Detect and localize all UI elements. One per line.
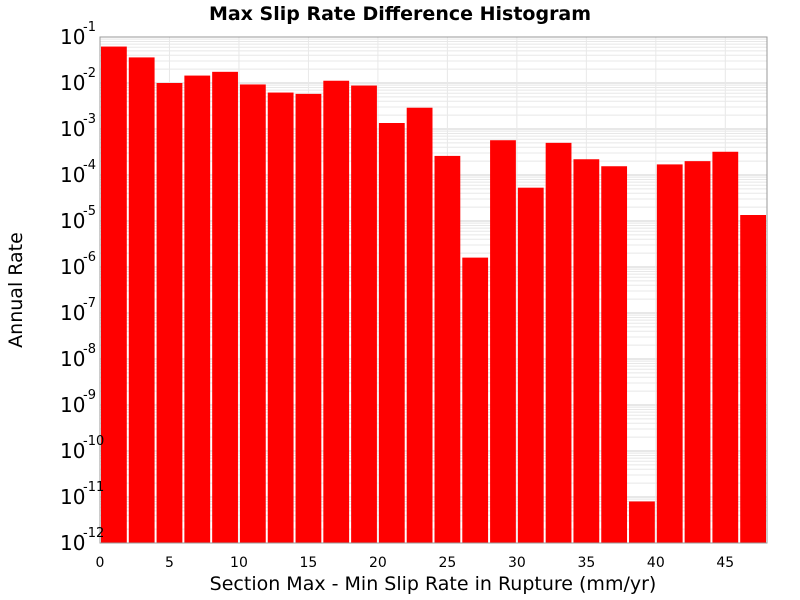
y-tick-exponent: -12 xyxy=(83,526,104,541)
y-axis-label: Annual Rate xyxy=(5,232,27,348)
y-tick-exponent: -6 xyxy=(83,250,96,265)
y-tick-exponent: -4 xyxy=(83,158,96,173)
x-tick-label: 35 xyxy=(577,555,595,571)
y-tick-label: 10-6 xyxy=(60,250,96,279)
histogram-bar xyxy=(156,83,183,543)
histogram-bar xyxy=(601,166,628,543)
histogram-bar xyxy=(462,257,489,543)
histogram-bar xyxy=(545,142,572,543)
y-tick-exponent: -3 xyxy=(83,112,96,127)
x-tick-label: 10 xyxy=(230,555,248,571)
x-axis-tick-labels: 0 5 10 15 20 25 30 35 40 45 xyxy=(96,555,735,571)
histogram-bar xyxy=(573,159,600,544)
y-tick-base: 10 xyxy=(60,531,85,555)
y-tick-label: 10-1 xyxy=(60,20,96,49)
y-tick-base: 10 xyxy=(60,301,85,325)
x-tick-label: 30 xyxy=(508,555,526,571)
histogram-bar xyxy=(406,107,433,544)
y-tick-label: 10-8 xyxy=(60,342,96,371)
x-tick-label: 20 xyxy=(369,555,387,571)
y-tick-base: 10 xyxy=(60,71,85,95)
y-tick-exponent: -1 xyxy=(83,20,96,35)
histogram-bar xyxy=(517,187,544,544)
histogram-bar xyxy=(684,161,711,543)
chart-title: Max Slip Rate Difference Histogram xyxy=(209,3,591,25)
histogram-bar xyxy=(490,140,516,544)
y-tick-base: 10 xyxy=(60,439,85,463)
y-tick-label: 10-12 xyxy=(60,526,104,555)
x-tick-label: 15 xyxy=(300,555,318,571)
y-tick-exponent: -2 xyxy=(83,66,96,81)
y-tick-base: 10 xyxy=(60,255,85,279)
histogram-bar xyxy=(295,93,322,543)
histogram-bar xyxy=(712,151,739,543)
plot-border xyxy=(99,36,768,544)
histogram-bar xyxy=(740,215,766,544)
y-tick-base: 10 xyxy=(60,347,85,371)
y-tick-exponent: -8 xyxy=(83,342,96,357)
histogram-bar xyxy=(267,92,294,543)
y-tick-label: 10-11 xyxy=(60,480,104,509)
x-tick-label: 25 xyxy=(438,555,456,571)
histogram-bar xyxy=(629,501,655,543)
x-axis-label: Section Max - Min Slip Rate in Rupture (… xyxy=(210,573,657,595)
y-tick-exponent: -11 xyxy=(83,480,104,495)
y-tick-exponent: -9 xyxy=(83,388,96,403)
y-tick-base: 10 xyxy=(60,393,85,417)
y-tick-exponent: -10 xyxy=(83,434,104,449)
y-tick-base: 10 xyxy=(60,163,85,187)
histogram-bar xyxy=(351,85,377,543)
x-tick-label: 45 xyxy=(716,555,734,571)
x-tick-label: 5 xyxy=(165,555,174,571)
bars xyxy=(101,46,766,544)
histogram-bar xyxy=(656,164,683,543)
histogram-bar xyxy=(323,80,350,544)
y-axis-tick-labels: 10-110-210-310-410-510-610-710-810-910-1… xyxy=(60,20,104,555)
y-tick-label: 10-4 xyxy=(60,158,96,187)
y-tick-label: 10-10 xyxy=(60,434,104,463)
histogram-bar xyxy=(378,123,405,544)
histogram-bar xyxy=(434,155,461,543)
y-tick-exponent: -5 xyxy=(83,204,96,219)
histogram-bar xyxy=(212,71,238,543)
y-tick-label: 10-5 xyxy=(60,204,96,233)
x-tick-label: 0 xyxy=(96,555,105,571)
y-tick-base: 10 xyxy=(60,209,85,233)
histogram-bar xyxy=(184,75,211,543)
y-tick-label: 10-2 xyxy=(60,66,96,95)
y-tick-label: 10-9 xyxy=(60,388,96,417)
histogram-bar xyxy=(101,46,127,543)
y-tick-base: 10 xyxy=(60,25,85,49)
y-tick-label: 10-3 xyxy=(60,112,96,141)
y-tick-exponent: -7 xyxy=(83,296,96,311)
histogram-bar xyxy=(128,57,155,543)
y-tick-base: 10 xyxy=(60,485,85,509)
y-tick-label: 10-7 xyxy=(60,296,96,325)
histogram-bar xyxy=(239,84,266,544)
x-tick-label: 40 xyxy=(647,555,665,571)
y-tick-base: 10 xyxy=(60,117,85,141)
